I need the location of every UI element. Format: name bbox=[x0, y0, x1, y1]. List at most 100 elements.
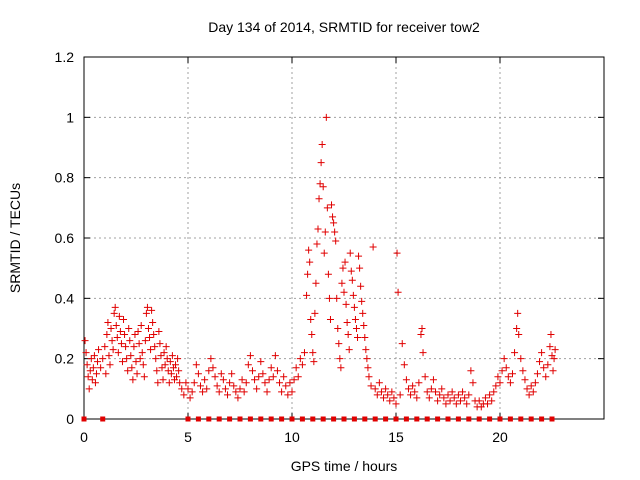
chart-title: Day 134 of 2014, SRMTID for receiver tow… bbox=[208, 19, 480, 35]
data-point bbox=[356, 264, 364, 272]
data-point bbox=[347, 267, 355, 275]
data-point bbox=[271, 352, 279, 360]
data-point bbox=[161, 361, 169, 369]
baseline-square bbox=[549, 416, 555, 422]
data-point bbox=[504, 373, 512, 381]
data-point bbox=[154, 379, 162, 387]
data-point bbox=[469, 379, 477, 387]
data-point bbox=[465, 391, 473, 399]
y-tick-label: 0.6 bbox=[55, 230, 75, 246]
data-point bbox=[122, 343, 130, 351]
data-point bbox=[196, 382, 204, 390]
data-point bbox=[164, 367, 172, 375]
baseline-square bbox=[466, 416, 472, 422]
data-point bbox=[219, 376, 227, 384]
data-point bbox=[221, 385, 229, 393]
data-point bbox=[360, 321, 368, 329]
data-point bbox=[500, 355, 508, 363]
data-point bbox=[322, 113, 330, 121]
data-point bbox=[343, 318, 351, 326]
data-point bbox=[108, 337, 116, 345]
data-point bbox=[91, 379, 99, 387]
y-tick-label: 0 bbox=[66, 411, 74, 427]
data-point bbox=[525, 391, 533, 399]
data-point bbox=[298, 361, 306, 369]
data-point bbox=[284, 391, 292, 399]
baseline-square bbox=[100, 416, 106, 422]
data-point bbox=[421, 373, 429, 381]
data-point bbox=[508, 370, 516, 378]
data-point bbox=[151, 343, 159, 351]
data-point bbox=[232, 388, 240, 396]
baseline-square bbox=[539, 416, 545, 422]
data-point bbox=[175, 367, 183, 375]
data-point bbox=[148, 306, 156, 314]
baseline-square bbox=[414, 416, 420, 422]
data-point bbox=[226, 379, 234, 387]
data-point bbox=[363, 355, 371, 363]
data-point bbox=[109, 346, 117, 354]
data-point bbox=[498, 367, 506, 375]
data-point bbox=[312, 279, 320, 287]
data-point bbox=[484, 400, 492, 408]
data-point bbox=[335, 340, 343, 348]
data-point bbox=[300, 349, 308, 357]
data-point bbox=[336, 355, 344, 363]
data-point bbox=[330, 219, 338, 227]
data-point bbox=[131, 331, 139, 339]
data-point bbox=[236, 385, 244, 393]
data-point bbox=[521, 376, 529, 384]
data-point bbox=[404, 385, 412, 393]
data-point bbox=[325, 294, 333, 302]
data-point bbox=[459, 388, 467, 396]
data-point bbox=[162, 343, 170, 351]
y-tick-label: 0.4 bbox=[55, 290, 75, 306]
data-point bbox=[438, 385, 446, 393]
data-point bbox=[104, 318, 112, 326]
data-point bbox=[550, 355, 558, 363]
data-point bbox=[317, 159, 325, 167]
data-point bbox=[380, 394, 388, 402]
baseline-square bbox=[81, 416, 87, 422]
data-point bbox=[174, 355, 182, 363]
data-point bbox=[290, 376, 298, 384]
data-point bbox=[448, 388, 456, 396]
data-point bbox=[280, 373, 288, 381]
data-point bbox=[263, 388, 271, 396]
data-point bbox=[440, 394, 448, 402]
data-point bbox=[265, 376, 273, 384]
data-point bbox=[475, 397, 483, 405]
data-point bbox=[338, 279, 346, 287]
data-point bbox=[92, 370, 100, 378]
baseline-square bbox=[216, 416, 222, 422]
data-point bbox=[490, 388, 498, 396]
data-point bbox=[371, 385, 379, 393]
data-point bbox=[201, 376, 209, 384]
data-point bbox=[396, 391, 404, 399]
data-point bbox=[310, 358, 318, 366]
data-point bbox=[306, 258, 314, 266]
data-point bbox=[143, 303, 151, 311]
data-point bbox=[213, 382, 221, 390]
data-point bbox=[429, 376, 437, 384]
data-point bbox=[140, 373, 148, 381]
data-point bbox=[533, 370, 541, 378]
data-point bbox=[486, 391, 494, 399]
data-point bbox=[259, 370, 267, 378]
data-point bbox=[203, 385, 211, 393]
baseline-square bbox=[528, 416, 534, 422]
data-point bbox=[115, 312, 123, 320]
data-point bbox=[494, 373, 502, 381]
data-point bbox=[89, 364, 97, 372]
data-point bbox=[432, 388, 440, 396]
data-point bbox=[514, 309, 522, 317]
data-point bbox=[444, 391, 452, 399]
data-point bbox=[546, 343, 554, 351]
data-point bbox=[365, 373, 373, 381]
baseline-square bbox=[185, 416, 191, 422]
data-point bbox=[138, 349, 146, 357]
data-point bbox=[519, 367, 527, 375]
data-point bbox=[124, 367, 132, 375]
data-point bbox=[314, 225, 322, 233]
data-point bbox=[547, 331, 555, 339]
